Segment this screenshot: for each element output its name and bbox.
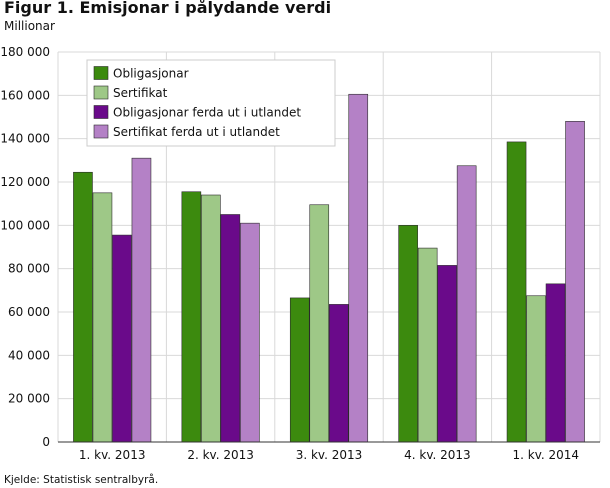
bar — [309, 204, 330, 443]
bar — [131, 157, 152, 443]
bar — [73, 171, 93, 443]
bar — [506, 141, 527, 443]
bar — [289, 297, 310, 443]
legend-label: Sertifikat ferda ut i utlandet — [113, 125, 280, 139]
y-tick-label: 120 000 — [0, 175, 50, 189]
legend-label: Obligasjonar ferda ut i utlandet — [113, 106, 301, 120]
bar — [437, 265, 457, 443]
bar — [526, 295, 546, 443]
bar — [220, 214, 241, 443]
x-tick-label: 1. kv. 2013 — [79, 448, 146, 462]
y-tick-label: 100 000 — [0, 218, 50, 232]
y-axis-unit-label: Millionar — [4, 19, 55, 33]
x-tick-label: 1. kv. 2014 — [513, 448, 580, 462]
y-tick-label: 60 000 — [8, 305, 50, 319]
bar — [398, 225, 418, 443]
axes: 0 20 000 40 000 60 000 80 000 100 000 120 000 1… — [0, 45, 600, 462]
y-tick-label: 80 000 — [8, 262, 50, 276]
bar — [112, 234, 132, 443]
y-tick-label: 160 000 — [0, 88, 50, 102]
legend-swatch — [93, 66, 109, 80]
bar — [92, 192, 113, 443]
x-tick-label: 2. kv. 2013 — [187, 448, 254, 462]
y-tick-label: 20 000 — [8, 392, 50, 406]
bar — [456, 165, 477, 443]
legend-box — [86, 59, 336, 147]
y-tick-label: 0 — [42, 435, 50, 449]
bar — [240, 222, 260, 443]
source-note: Kjelde: Statistisk sentralbyrå. — [4, 474, 159, 486]
bar — [565, 121, 585, 443]
chart-title: Figur 1. Emisjonar i pålydande verdi — [4, 0, 332, 17]
y-tick-label: 180 000 — [0, 45, 50, 59]
legend-swatch — [93, 124, 109, 139]
y-tick-label: 40 000 — [8, 348, 50, 362]
bar — [328, 304, 349, 443]
bar — [181, 191, 202, 443]
bar — [201, 194, 221, 443]
bar — [417, 247, 438, 443]
legend-swatch — [93, 85, 109, 100]
x-tick-label: 4. kv. 2013 — [404, 448, 471, 462]
legend: Obligasjonar Sertifikat Obligasjonar ferda… — [86, 59, 336, 147]
x-tick-label: 3. kv. 2013 — [296, 448, 363, 462]
bar — [348, 93, 369, 443]
y-tick-label: 140 000 — [0, 132, 50, 146]
bar — [545, 283, 566, 443]
legend-swatch — [93, 105, 109, 119]
bars — [73, 93, 585, 443]
legend-label: Obligasjonar — [113, 67, 189, 81]
legend-label: Sertifikat — [113, 86, 168, 100]
